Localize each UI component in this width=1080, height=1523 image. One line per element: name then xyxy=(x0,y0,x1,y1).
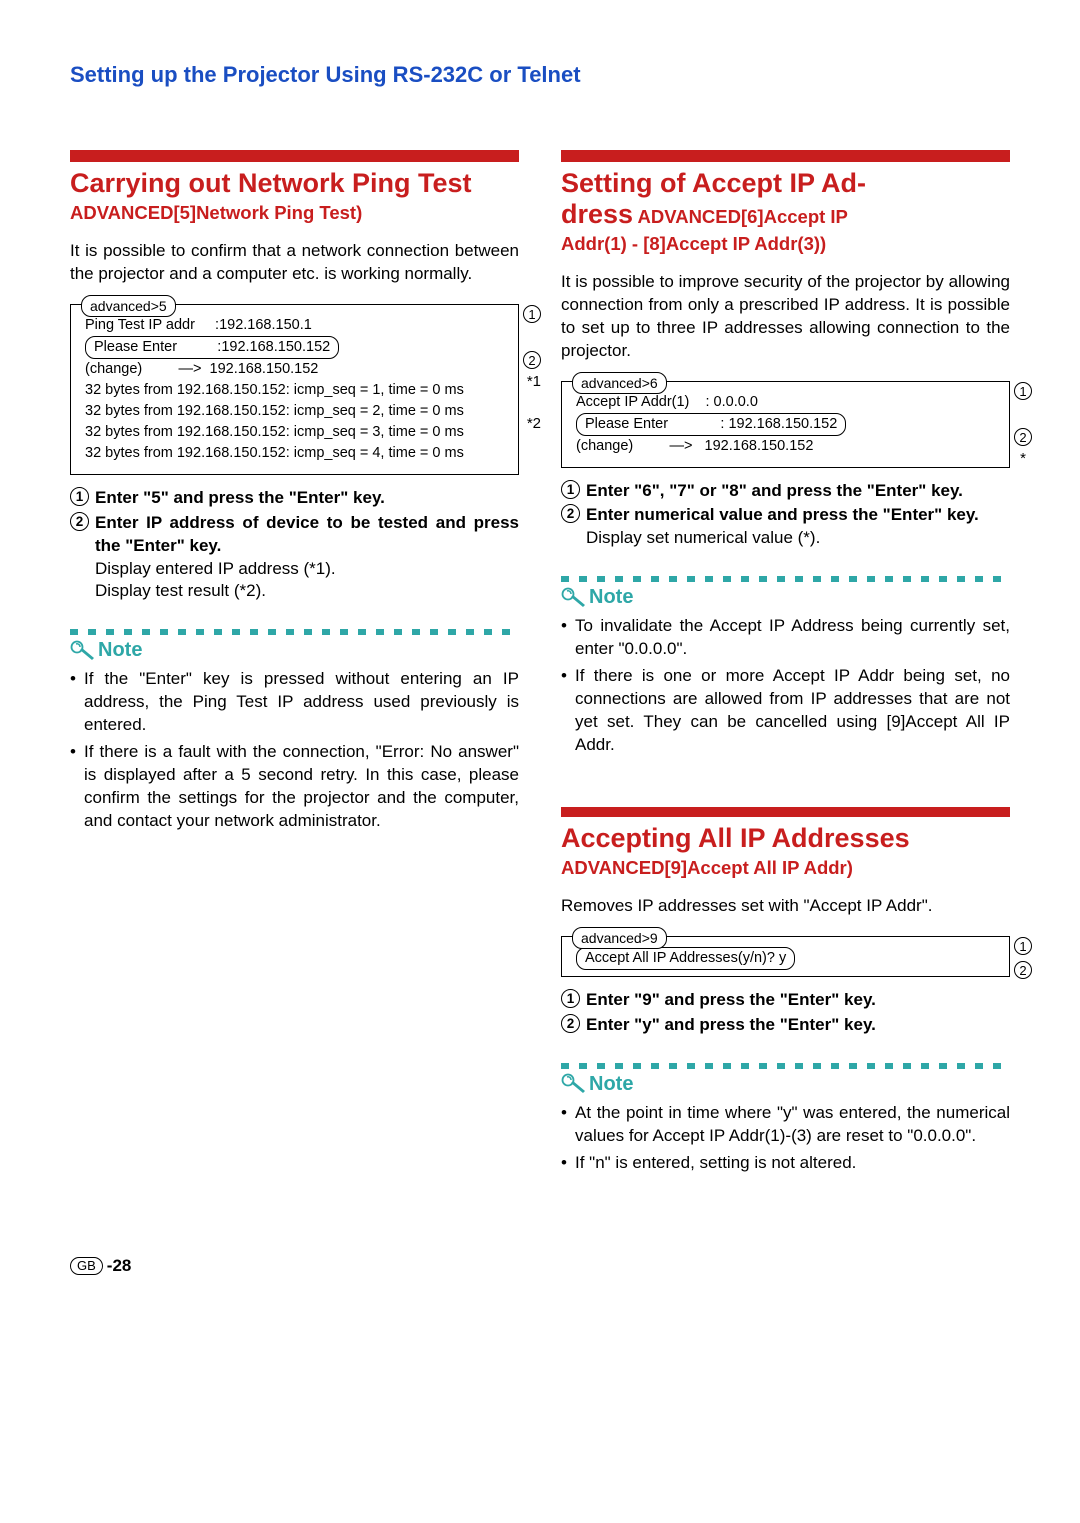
section-sub-all: ADVANCED[9]Accept All IP Addr) xyxy=(561,856,1010,881)
callout-star: * xyxy=(1020,449,1026,469)
section-bar xyxy=(70,150,519,162)
step-2: 2 Enter IP address of device to be teste… xyxy=(70,512,519,604)
step-2: 2 Enter "y" and press the "Enter" key. xyxy=(561,1014,1010,1037)
intro-ping: It is possible to confirm that a network… xyxy=(70,240,519,286)
section-title-ping: Carrying out Network Ping Test xyxy=(70,168,519,199)
content-columns: Carrying out Network Ping Test ADVANCED[… xyxy=(70,150,1010,1175)
page-number: -28 xyxy=(107,1255,132,1278)
terminal-ping-wrap: advanced>5 Ping Test IP addr :192.168.15… xyxy=(70,304,519,475)
terminal-tag: advanced>9 xyxy=(572,927,667,949)
callout-2: 2 xyxy=(1014,960,1032,980)
notes-list: To invalidate the Accept IP Address bein… xyxy=(561,615,1010,757)
callout-star1: *1 xyxy=(527,372,541,392)
section-sub-ping: ADVANCED[5]Network Ping Test) xyxy=(70,201,519,226)
notes-list: If the "Enter" key is pressed without en… xyxy=(70,668,519,833)
term-line: (change) —> 192.168.150.152 xyxy=(576,436,995,457)
page-footer: GB -28 xyxy=(70,1255,1010,1278)
right-column: Setting of Accept IP Ad- dress ADVANCED[… xyxy=(561,150,1010,1175)
intro-accept: It is possible to improve security of th… xyxy=(561,271,1010,363)
intro-all: Removes IP addresses set with "Accept IP… xyxy=(561,895,1010,918)
term-line: (change) —> 192.168.150.152 xyxy=(85,359,504,380)
term-line: 32 bytes from 192.168.150.152: icmp_seq … xyxy=(85,422,504,443)
section-title-accept: Setting of Accept IP Ad- dress ADVANCED[… xyxy=(561,168,1010,230)
note-item: If "n" is entered, setting is not altere… xyxy=(561,1152,1010,1175)
terminal-all-wrap: advanced>9 Accept All IP Addresses(y/n)?… xyxy=(561,936,1010,977)
term-line: 32 bytes from 192.168.150.152: icmp_seq … xyxy=(85,401,504,422)
callout-1: 1 xyxy=(523,304,541,324)
note-item: If there is a fault with the connection,… xyxy=(70,741,519,833)
note-divider xyxy=(70,629,519,635)
left-column: Carrying out Network Ping Test ADVANCED[… xyxy=(70,150,519,1175)
terminal-accept: advanced>6 Accept IP Addr(1) : 0.0.0.0 P… xyxy=(561,381,1010,468)
section-bar xyxy=(561,150,1010,162)
callout-1: 1 xyxy=(1014,381,1032,401)
term-line: Accept All IP Addresses(y/n)? y xyxy=(576,947,995,970)
callout-2: 2 xyxy=(1014,427,1032,447)
section-title-all: Accepting All IP Addresses xyxy=(561,823,1010,854)
note-pencil-icon xyxy=(561,1073,587,1095)
term-line: Accept IP Addr(1) : 0.0.0.0 xyxy=(576,392,995,413)
terminal-ping: advanced>5 Ping Test IP addr :192.168.15… xyxy=(70,304,519,475)
term-line: Please Enter : 192.168.150.152 xyxy=(576,413,995,436)
note-item: If there is one or more Accept IP Addr b… xyxy=(561,665,1010,757)
term-line: 32 bytes from 192.168.150.152: icmp_seq … xyxy=(85,380,504,401)
terminal-tag: advanced>6 xyxy=(572,372,667,394)
term-line: 32 bytes from 192.168.150.152: icmp_seq … xyxy=(85,443,504,464)
note-item: At the point in time where "y" was enter… xyxy=(561,1102,1010,1148)
terminal-tag: advanced>5 xyxy=(81,295,176,317)
notes-list: At the point in time where "y" was enter… xyxy=(561,1102,1010,1175)
note-pencil-icon xyxy=(70,640,96,662)
callout-1: 1 xyxy=(1014,936,1032,956)
note-heading: Note xyxy=(561,1071,1010,1098)
region-badge: GB xyxy=(70,1257,103,1275)
term-line: Ping Test IP addr :192.168.150.1 xyxy=(85,315,504,336)
note-item: If the "Enter" key is pressed without en… xyxy=(70,668,519,737)
step-1: 1 Enter "5" and press the "Enter" key. xyxy=(70,487,519,510)
note-heading: Note xyxy=(561,584,1010,611)
callout-2: 2 xyxy=(523,350,541,370)
section-bar xyxy=(561,807,1010,817)
term-line: Please Enter :192.168.150.152 xyxy=(85,336,504,359)
step-1: 1 Enter "6", "7" or "8" and press the "E… xyxy=(561,480,1010,503)
note-item: To invalidate the Accept IP Address bein… xyxy=(561,615,1010,661)
terminal-all: advanced>9 Accept All IP Addresses(y/n)?… xyxy=(561,936,1010,977)
note-pencil-icon xyxy=(561,587,587,609)
step-1: 1 Enter "9" and press the "Enter" key. xyxy=(561,989,1010,1012)
note-divider xyxy=(561,1063,1010,1069)
note-divider xyxy=(561,576,1010,582)
callout-star2: *2 xyxy=(527,414,541,434)
page-header: Setting up the Projector Using RS-232C o… xyxy=(70,60,1010,90)
note-heading: Note xyxy=(70,637,519,664)
step-2: 2 Enter numerical value and press the "E… xyxy=(561,504,1010,550)
terminal-accept-wrap: advanced>6 Accept IP Addr(1) : 0.0.0.0 P… xyxy=(561,381,1010,468)
section-sub-accept: Addr(1) - [8]Accept IP Addr(3)) xyxy=(561,232,1010,257)
